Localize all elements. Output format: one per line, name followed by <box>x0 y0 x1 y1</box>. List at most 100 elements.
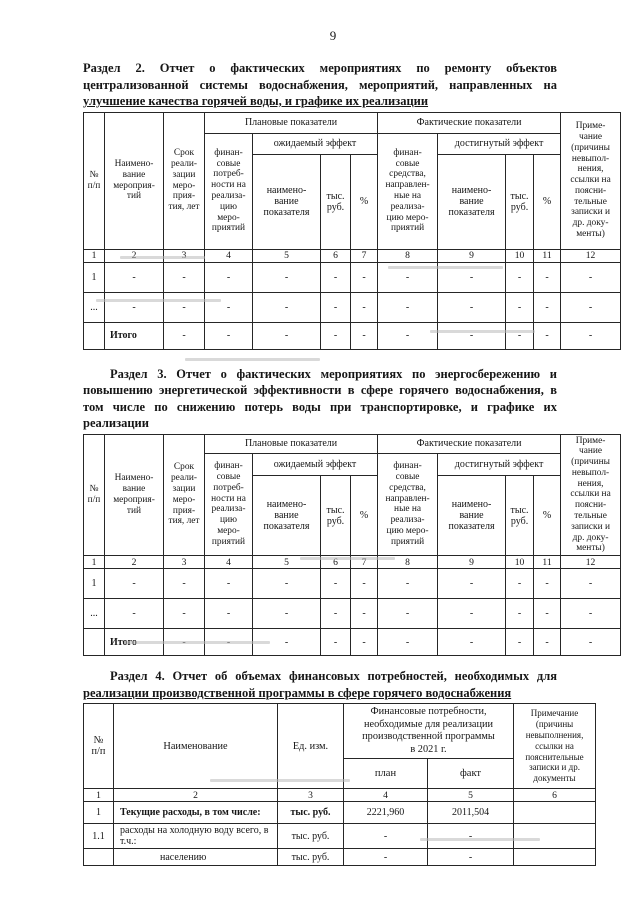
table-cell: - <box>505 261 535 293</box>
table-cell: 12 <box>560 555 622 570</box>
table-header-cell: Финансовые потребности, необходимые для … <box>342 703 515 760</box>
table-cell: - <box>505 628 535 657</box>
table-cell: - <box>377 628 439 657</box>
table-header-cell: Приме- чание (причины невыпол- нения, сс… <box>560 433 622 557</box>
table-cell: - <box>320 291 351 323</box>
table-cell <box>513 823 597 850</box>
table-cell: 7 <box>349 248 379 263</box>
table-cell: - <box>163 321 205 350</box>
table-header-cell: № п/п <box>83 703 114 790</box>
table-cell: расходы на холодную воду всего, в т.ч.: <box>113 823 278 850</box>
table-cell: - <box>377 291 439 323</box>
table-header-cell: наимено- вание показателя <box>437 475 507 557</box>
table-cell: - <box>320 261 351 293</box>
table-cell: 5 <box>252 248 321 263</box>
table-cell: Итого <box>104 321 164 350</box>
table-cell: Текущие расходы, в том числе: <box>113 801 278 825</box>
table-header-cell: Фактические показатели <box>377 111 562 134</box>
table-cell: тыс. руб. <box>277 848 344 867</box>
heading-line: централизованной системы водоснабжения, … <box>83 77 557 92</box>
table-cell: - <box>377 568 439 600</box>
section4-financial-table: № п/п Наименование Ед. изм. Финансовые п… <box>83 703 597 867</box>
table-header-cell: № п/п <box>83 111 105 250</box>
table-header-cell: Примечание (причины невыполнения, ссылки… <box>513 703 597 790</box>
table-header-cell: финан- совые потреб- ности на реализа- ц… <box>204 132 253 250</box>
table-cell: - <box>320 598 351 630</box>
table-header-cell: факт <box>426 758 515 790</box>
table-cell: - <box>204 598 253 630</box>
heading-line: Раздел 3. Отчет о фактических мероприяти… <box>110 366 557 381</box>
table-cell: - <box>437 628 507 657</box>
table-header-cell: Плановые показатели <box>203 111 379 134</box>
heading-line: том числе по снижению потерь воды при тр… <box>83 399 557 414</box>
table-cell: - <box>426 848 515 867</box>
table-header-cell: тыс. руб. <box>505 153 535 250</box>
table-cell: - <box>320 321 351 350</box>
table-cell: - <box>377 321 439 350</box>
table-header-cell: достигнутый эффект <box>437 452 562 477</box>
table-row: Итого---------- <box>83 321 622 350</box>
table-body: 1234567891011121-----------...----------… <box>83 248 622 350</box>
table-cell: 11 <box>533 555 562 570</box>
table-cell: 10 <box>505 248 535 263</box>
table-row: ... - - - - - - - - - - - <box>83 598 622 630</box>
table-cell: - <box>533 261 562 293</box>
document-page: 9 Раздел 2. Отчет о фактических мероприя… <box>83 28 622 867</box>
table-header-cell: тыс. руб. <box>505 475 535 557</box>
table-cell: - <box>349 628 379 657</box>
table-header-cell: Срок реали- зации меро- прия- тия, лет <box>163 111 205 250</box>
table-cell: - <box>320 568 351 600</box>
table-cell: - <box>204 291 253 323</box>
table-cell: - <box>560 261 622 293</box>
heading-line: Раздел 2. Отчет о фактических мероприяти… <box>83 61 557 75</box>
table-cell: - <box>560 291 622 323</box>
table-cell: - <box>560 568 622 600</box>
table-header-cell: Фактические показатели <box>377 433 562 454</box>
table-cell: - <box>560 628 622 657</box>
table-cell: - <box>343 823 428 850</box>
table-cell: - <box>163 291 205 323</box>
table-cell: - <box>560 321 622 350</box>
table-header-cell: наимено- вание показателя <box>437 153 507 250</box>
table-cell: - <box>533 291 562 323</box>
table-cell: 2 <box>104 555 164 570</box>
table-header-cell: наимено- вание показателя <box>252 475 321 557</box>
table-cell: тыс. руб. <box>277 801 344 825</box>
table-cell: 9 <box>437 555 507 570</box>
table-header-cell: Ед. изм. <box>277 703 344 790</box>
table-cell: - <box>437 598 507 630</box>
table-cell: - <box>204 261 253 293</box>
table-header-cell: Наименование <box>113 703 278 790</box>
table-cell: - <box>252 598 321 630</box>
table-cell: - <box>437 321 507 350</box>
table-cell: 6 <box>320 248 351 263</box>
scan-artifact <box>388 266 503 269</box>
table-row: 1.1 расходы на холодную воду всего, в т.ч… <box>83 823 597 850</box>
table-cell: - <box>252 291 321 323</box>
table-cell: 1 <box>83 248 105 263</box>
scan-artifact <box>300 557 395 560</box>
table-cell: - <box>163 598 205 630</box>
table-cell: - <box>349 261 379 293</box>
table-row: 1----------- <box>83 568 622 600</box>
table-cell <box>83 848 114 867</box>
table-header: № п/п Наименование Ед. изм. Финансовые п… <box>83 703 597 790</box>
table-cell: 1 <box>83 788 114 803</box>
table-cell: - <box>104 598 164 630</box>
table-header-cell: тыс. руб. <box>320 475 351 557</box>
heading-line: реализации <box>83 416 149 430</box>
table-header-cell: достигнутый эффект <box>437 132 562 155</box>
table-cell <box>513 801 597 825</box>
table-row: ... - - - - - - - - - - - <box>83 291 622 323</box>
table-row: населению тыс. руб. - - <box>83 848 597 867</box>
table-cell: - <box>163 568 205 600</box>
table-header-cell: Наимено- вание мероприя- тий <box>104 433 164 557</box>
table-header-cell: % <box>349 153 379 250</box>
table-header-cell: % <box>533 475 562 557</box>
table-cell: 2 <box>113 788 278 803</box>
table-cell: - <box>426 823 515 850</box>
table-header-cell: Плановые показатели <box>203 433 379 454</box>
table-cell: 2011,504 <box>426 801 515 825</box>
table-cell: тыс. руб. <box>277 823 344 850</box>
